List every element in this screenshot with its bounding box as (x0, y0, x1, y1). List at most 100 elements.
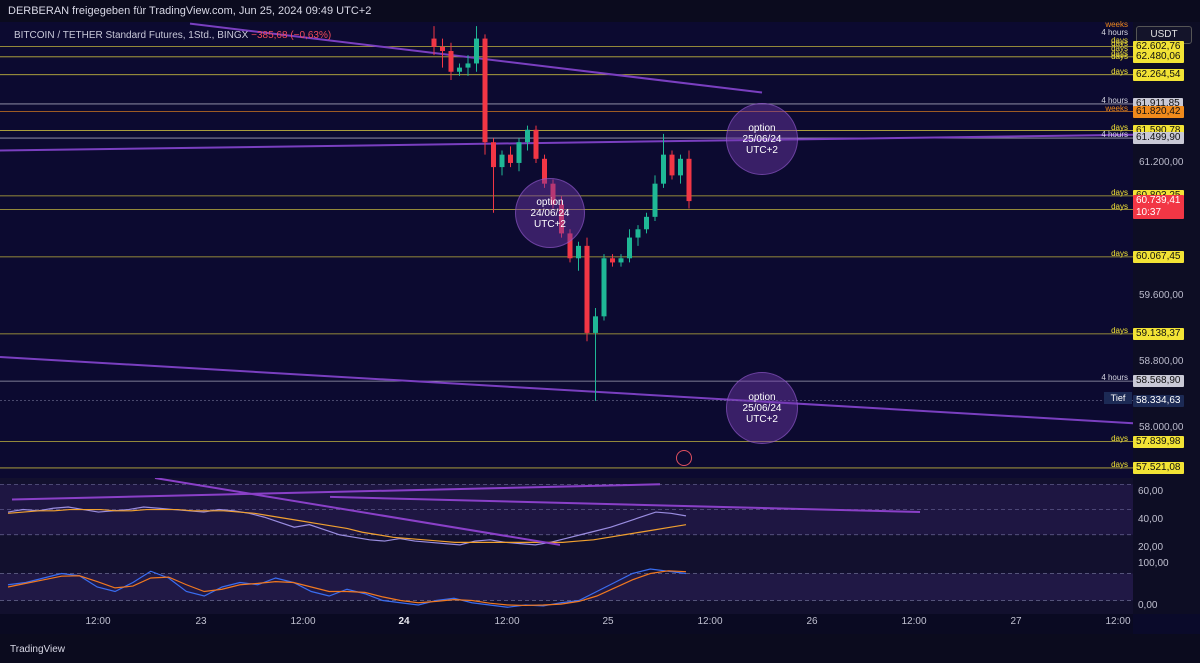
time-tick-5: 25 (602, 616, 614, 627)
symbol-name: BITCOIN / TETHER Standard Futures, 1Std.… (14, 30, 249, 41)
option-circle-2: option 25/06/24 UTC+2 (726, 103, 798, 175)
price-tag-12: 57.839,98 (1133, 435, 1184, 448)
price-tag-4: 61.820,42 (1133, 105, 1184, 118)
price-tag-11: 58.568,90 (1133, 375, 1184, 388)
stoch-d-line (7, 570, 687, 607)
time-axis[interactable] (0, 614, 1133, 634)
rsi-svg[interactable] (0, 477, 1133, 560)
tradingview-logo-icon: TradingView (10, 644, 65, 655)
rsi-trendline-1 (11, 483, 661, 501)
option-1-line2: 24/06/24 (530, 207, 570, 219)
candle-body-11 (525, 129, 530, 143)
rsi-axis-20: 20,00 (1138, 542, 1164, 553)
low-marker-label: Tief (1104, 392, 1132, 404)
tradingview-brand: TradingView (10, 644, 66, 655)
price-chart-svg[interactable] (0, 22, 1133, 478)
option-circle-1: option 24/06/24 UTC+2 (515, 178, 585, 248)
share-text: DERBERAN freigegeben für TradingView.com… (8, 5, 372, 17)
level-label-5: days (1111, 122, 1128, 132)
level-label-4: weeks (1105, 103, 1128, 113)
option-2-line3: UTC+2 (746, 144, 778, 156)
stoch-band (0, 573, 1133, 601)
option-3-line3: UTC+2 (746, 413, 778, 425)
rsi-trendline-3 (329, 495, 921, 514)
candle-body-2 (448, 51, 454, 72)
rsi-ma-line (7, 508, 687, 543)
candle-body-9 (508, 154, 513, 163)
candle-body-19 (593, 316, 598, 333)
candle-body-27 (661, 154, 666, 184)
rsi-axis-40: 40,00 (1138, 514, 1164, 525)
candle-body-10 (516, 142, 522, 163)
candle-body-22 (618, 258, 624, 263)
candle-body-16 (567, 233, 573, 259)
price-tag-1: 62.480,06 (1133, 50, 1184, 63)
level-label-13: days (1111, 459, 1128, 469)
candle-body-29 (678, 158, 683, 176)
rsi-axis-60: 60,00 (1138, 486, 1164, 497)
price-axis-label-3: 58.000,00 (1139, 422, 1184, 434)
candle-body-20 (601, 258, 607, 317)
option-3-line1: option (748, 391, 776, 403)
time-tick-3: 24 (398, 616, 410, 627)
candle-body-4 (465, 63, 471, 68)
time-tick-1: 23 (195, 616, 207, 627)
candle-body-25 (644, 216, 649, 230)
current-price-value: 60.739,41 (1136, 195, 1181, 207)
trendline-lower (0, 355, 1133, 425)
level-label-6: 4 hours (1101, 130, 1128, 140)
current-price-countdown: 10:37 (1136, 207, 1162, 219)
candle-body-1 (440, 46, 445, 52)
price-axis-label-1: 59.600,00 (1139, 289, 1184, 301)
option-circle-3: option 25/06/24 UTC+2 (726, 372, 798, 444)
stoch-axis-0: 0,00 (1138, 600, 1158, 611)
candle-body-21 (610, 258, 615, 263)
symbol-change: −385,68 (−0,63%) (251, 30, 332, 41)
time-tick-7: 26 (806, 616, 818, 627)
option-2-line2: 25/06/24 (742, 133, 782, 145)
level-label-7: days (1111, 187, 1128, 197)
symbol-info: BITCOIN / TETHER Standard Futures, 1Std.… (14, 30, 331, 41)
time-tick-0: 12:00 (85, 616, 111, 627)
share-header: DERBERAN freigegeben für TradingView.com… (0, 0, 1200, 22)
candle-body-26 (652, 183, 658, 217)
price-tag-10: 59.138,37 (1133, 327, 1184, 340)
candle-body-23 (627, 237, 632, 259)
candle-body-13 (542, 158, 547, 184)
low-marker-value: 58.334,63 (1133, 394, 1184, 407)
candle-body-17 (576, 245, 581, 259)
current-price-tag: 60.739,41 10:37 (1133, 195, 1184, 220)
time-tick-2: 12:00 (290, 616, 316, 627)
level-label-3: 4 hours (1101, 95, 1128, 105)
rsi-pane[interactable] (0, 477, 1133, 560)
candle-body-8 (499, 154, 505, 168)
time-tick-9: 27 (1010, 616, 1022, 627)
price-axis-label-2: 58.800,00 (1139, 355, 1184, 367)
price-tag-6: 61.499,90 (1133, 132, 1184, 145)
rsi-band (0, 484, 1133, 535)
candle-body-3 (457, 67, 462, 72)
stoch-pane[interactable] (0, 560, 1133, 614)
level-label-10: days (1111, 325, 1128, 335)
rsi-trendline-2 (154, 477, 561, 546)
option-2-line1: option (748, 122, 776, 134)
stoch-svg[interactable] (0, 560, 1133, 614)
candle-body-30 (686, 158, 692, 202)
level-label-2: days (1111, 66, 1128, 76)
option-1-line3: UTC+2 (534, 218, 566, 230)
price-tag-13: 57.521,08 (1133, 461, 1184, 474)
price-axis-label-0: 61.200,00 (1139, 156, 1184, 168)
top-label-2: days (1111, 36, 1128, 45)
rsi-line (7, 506, 687, 546)
candle-body-6 (482, 38, 488, 143)
top-label-1: 4 hours (1101, 28, 1128, 37)
price-chart-pane[interactable] (0, 22, 1133, 478)
level-label-11: 4 hours (1101, 373, 1128, 383)
price-tag-0: 62.602,76 (1133, 40, 1184, 53)
time-tick-6: 12:00 (697, 616, 723, 627)
indicator-scale[interactable] (1133, 478, 1200, 614)
price-tag-9: 60.067,45 (1133, 250, 1184, 263)
candle-body-5 (474, 38, 479, 64)
candle-body-18 (584, 245, 590, 333)
flash-alert-icon[interactable] (676, 450, 692, 466)
